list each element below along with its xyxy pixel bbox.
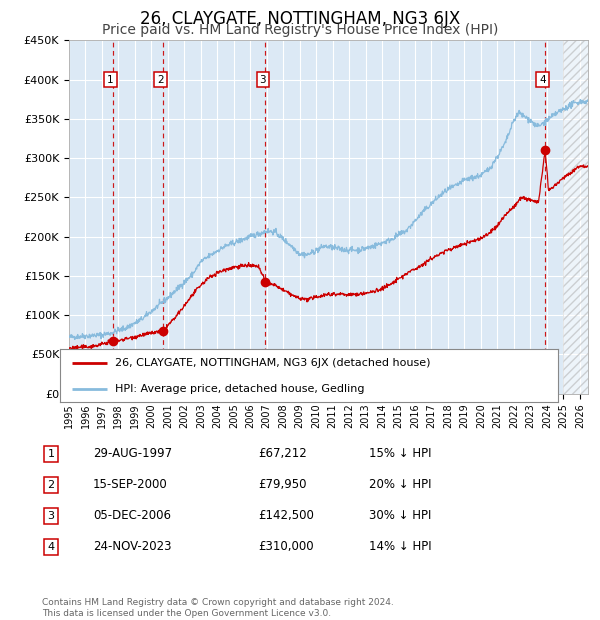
Text: 24-NOV-2023: 24-NOV-2023 <box>93 541 172 553</box>
Text: 1: 1 <box>47 449 55 459</box>
Text: Price paid vs. HM Land Registry's House Price Index (HPI): Price paid vs. HM Land Registry's House … <box>102 23 498 37</box>
Text: Contains HM Land Registry data © Crown copyright and database right 2024.
This d: Contains HM Land Registry data © Crown c… <box>42 598 394 618</box>
Text: £79,950: £79,950 <box>258 479 307 491</box>
Text: 2: 2 <box>157 74 164 84</box>
Text: 26, CLAYGATE, NOTTINGHAM, NG3 6JX: 26, CLAYGATE, NOTTINGHAM, NG3 6JX <box>140 10 460 28</box>
Text: 4: 4 <box>47 542 55 552</box>
Text: 20% ↓ HPI: 20% ↓ HPI <box>369 479 431 491</box>
Text: 15% ↓ HPI: 15% ↓ HPI <box>369 448 431 460</box>
Text: 30% ↓ HPI: 30% ↓ HPI <box>369 510 431 522</box>
Text: £67,212: £67,212 <box>258 448 307 460</box>
Text: HPI: Average price, detached house, Gedling: HPI: Average price, detached house, Gedl… <box>115 384 364 394</box>
Text: 05-DEC-2006: 05-DEC-2006 <box>93 510 171 522</box>
Text: 4: 4 <box>539 74 546 84</box>
Text: 3: 3 <box>47 511 55 521</box>
Bar <box>563 40 600 394</box>
Text: 14% ↓ HPI: 14% ↓ HPI <box>369 541 431 553</box>
Text: £142,500: £142,500 <box>258 510 314 522</box>
Text: 3: 3 <box>260 74 266 84</box>
Text: £310,000: £310,000 <box>258 541 314 553</box>
Text: 29-AUG-1997: 29-AUG-1997 <box>93 448 172 460</box>
Text: 26, CLAYGATE, NOTTINGHAM, NG3 6JX (detached house): 26, CLAYGATE, NOTTINGHAM, NG3 6JX (detac… <box>115 358 430 368</box>
Text: 15-SEP-2000: 15-SEP-2000 <box>93 479 168 491</box>
Text: 1: 1 <box>107 74 113 84</box>
Text: 2: 2 <box>47 480 55 490</box>
